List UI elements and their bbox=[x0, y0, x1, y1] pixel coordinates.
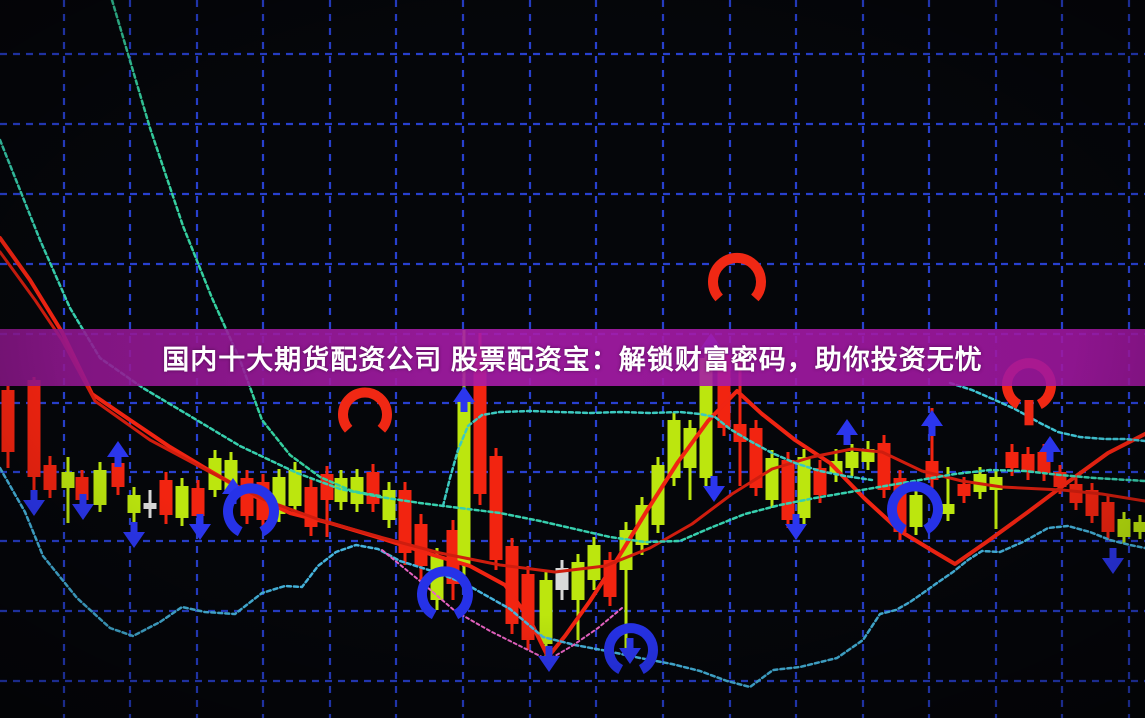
red-moving-average bbox=[0, 250, 1145, 574]
down-arrow-icon bbox=[23, 500, 45, 516]
down-arrow-stem bbox=[626, 638, 634, 648]
up-arrow-icon bbox=[836, 419, 858, 435]
down-arrow-icon bbox=[1102, 558, 1124, 574]
up-arrow-stem bbox=[114, 457, 122, 467]
candle-body bbox=[941, 504, 955, 514]
ring-bar-icon bbox=[1024, 400, 1034, 426]
candle-body bbox=[61, 472, 75, 488]
candle-body bbox=[93, 470, 107, 505]
candle-body bbox=[159, 480, 173, 515]
indicator-lines-layer bbox=[0, 0, 1145, 689]
down-arrow-icon bbox=[785, 524, 807, 540]
candle-body bbox=[603, 560, 617, 597]
down-arrow-icon bbox=[538, 656, 560, 672]
candle-body bbox=[489, 456, 503, 560]
blue-ring-icon bbox=[887, 481, 943, 535]
candle-body bbox=[877, 443, 891, 490]
up-arrow-stem bbox=[843, 435, 851, 445]
candle-body bbox=[521, 574, 535, 640]
candle-body bbox=[1021, 454, 1035, 472]
candle-body bbox=[1133, 522, 1145, 532]
candle-body bbox=[350, 477, 364, 504]
down-arrow-icon bbox=[189, 524, 211, 540]
teal-steep-left bbox=[110, 0, 382, 498]
up-arrow-stem bbox=[1046, 452, 1054, 462]
down-arrow-icon bbox=[703, 486, 725, 502]
candle-body bbox=[587, 545, 601, 580]
candle-body bbox=[813, 468, 827, 495]
candle-body bbox=[539, 580, 553, 644]
candle-body bbox=[571, 562, 585, 600]
candle-body bbox=[127, 495, 141, 513]
candle-body bbox=[1101, 502, 1115, 532]
candle-body bbox=[765, 458, 779, 500]
candle-body bbox=[175, 486, 189, 518]
red-price-zigzag bbox=[0, 236, 1145, 659]
candle-body bbox=[473, 352, 487, 494]
down-arrow-stem bbox=[545, 646, 553, 656]
candle-body bbox=[191, 488, 205, 516]
teal-upper-band-mid bbox=[441, 409, 874, 508]
candle-body bbox=[845, 452, 859, 468]
candle-body bbox=[366, 472, 380, 504]
signal-rings-layer bbox=[223, 252, 1056, 674]
blue-ring-icon bbox=[223, 483, 279, 537]
down-arrow-stem bbox=[196, 514, 204, 524]
up-arrow-icon bbox=[921, 410, 943, 426]
teal-upper-band-right bbox=[948, 381, 1145, 443]
candle-body bbox=[909, 495, 923, 527]
up-arrow-icon bbox=[453, 386, 475, 402]
up-arrow-icon bbox=[107, 441, 129, 457]
down-arrow-stem bbox=[792, 514, 800, 524]
blue-ring-icon bbox=[417, 566, 473, 620]
candle-body bbox=[781, 460, 795, 520]
down-arrow-icon bbox=[72, 504, 94, 520]
down-arrow-stem bbox=[1109, 548, 1117, 558]
up-arrow-stem bbox=[928, 426, 936, 436]
headline-text: 国内十大期货配资公司 股票配资宝：解锁财富密码，助你投资无忧 bbox=[162, 345, 983, 375]
magenta-fast-line bbox=[381, 549, 623, 661]
skyblue-lower-band bbox=[0, 466, 1145, 689]
down-arrow-icon bbox=[123, 532, 145, 548]
candle-body bbox=[699, 358, 713, 478]
down-arrow-icon bbox=[619, 648, 641, 664]
up-arrow-icon bbox=[1039, 436, 1061, 452]
candle-body bbox=[27, 380, 41, 477]
candle-body bbox=[1069, 484, 1083, 503]
candle-body bbox=[1, 390, 15, 452]
candle-body bbox=[797, 457, 811, 518]
candle-body bbox=[1005, 452, 1019, 468]
candle-body bbox=[957, 484, 971, 496]
down-arrow-stem bbox=[79, 494, 87, 504]
candle-body bbox=[43, 465, 57, 490]
teal-mid-band bbox=[0, 138, 1145, 544]
candle-body bbox=[1085, 490, 1099, 516]
red-ring-icon bbox=[708, 252, 766, 302]
candle-body bbox=[143, 503, 157, 509]
candle-body bbox=[288, 470, 302, 506]
candle-body bbox=[414, 524, 428, 566]
candle-body bbox=[398, 490, 412, 553]
red-ring-icon bbox=[338, 387, 392, 433]
down-arrow-stem bbox=[130, 522, 138, 532]
candle-body bbox=[382, 490, 396, 520]
blue-ring-icon bbox=[604, 623, 658, 674]
candle-body bbox=[1117, 519, 1131, 537]
down-arrow-stem bbox=[710, 476, 718, 486]
down-arrow-stem bbox=[30, 490, 38, 500]
headline-banner: 国内十大期货配资公司 股票配资宝：解锁财富密码，助你投资无忧 bbox=[0, 329, 1145, 386]
up-arrow-stem bbox=[460, 402, 468, 412]
candle-body bbox=[555, 568, 569, 590]
candle-body bbox=[111, 463, 125, 487]
